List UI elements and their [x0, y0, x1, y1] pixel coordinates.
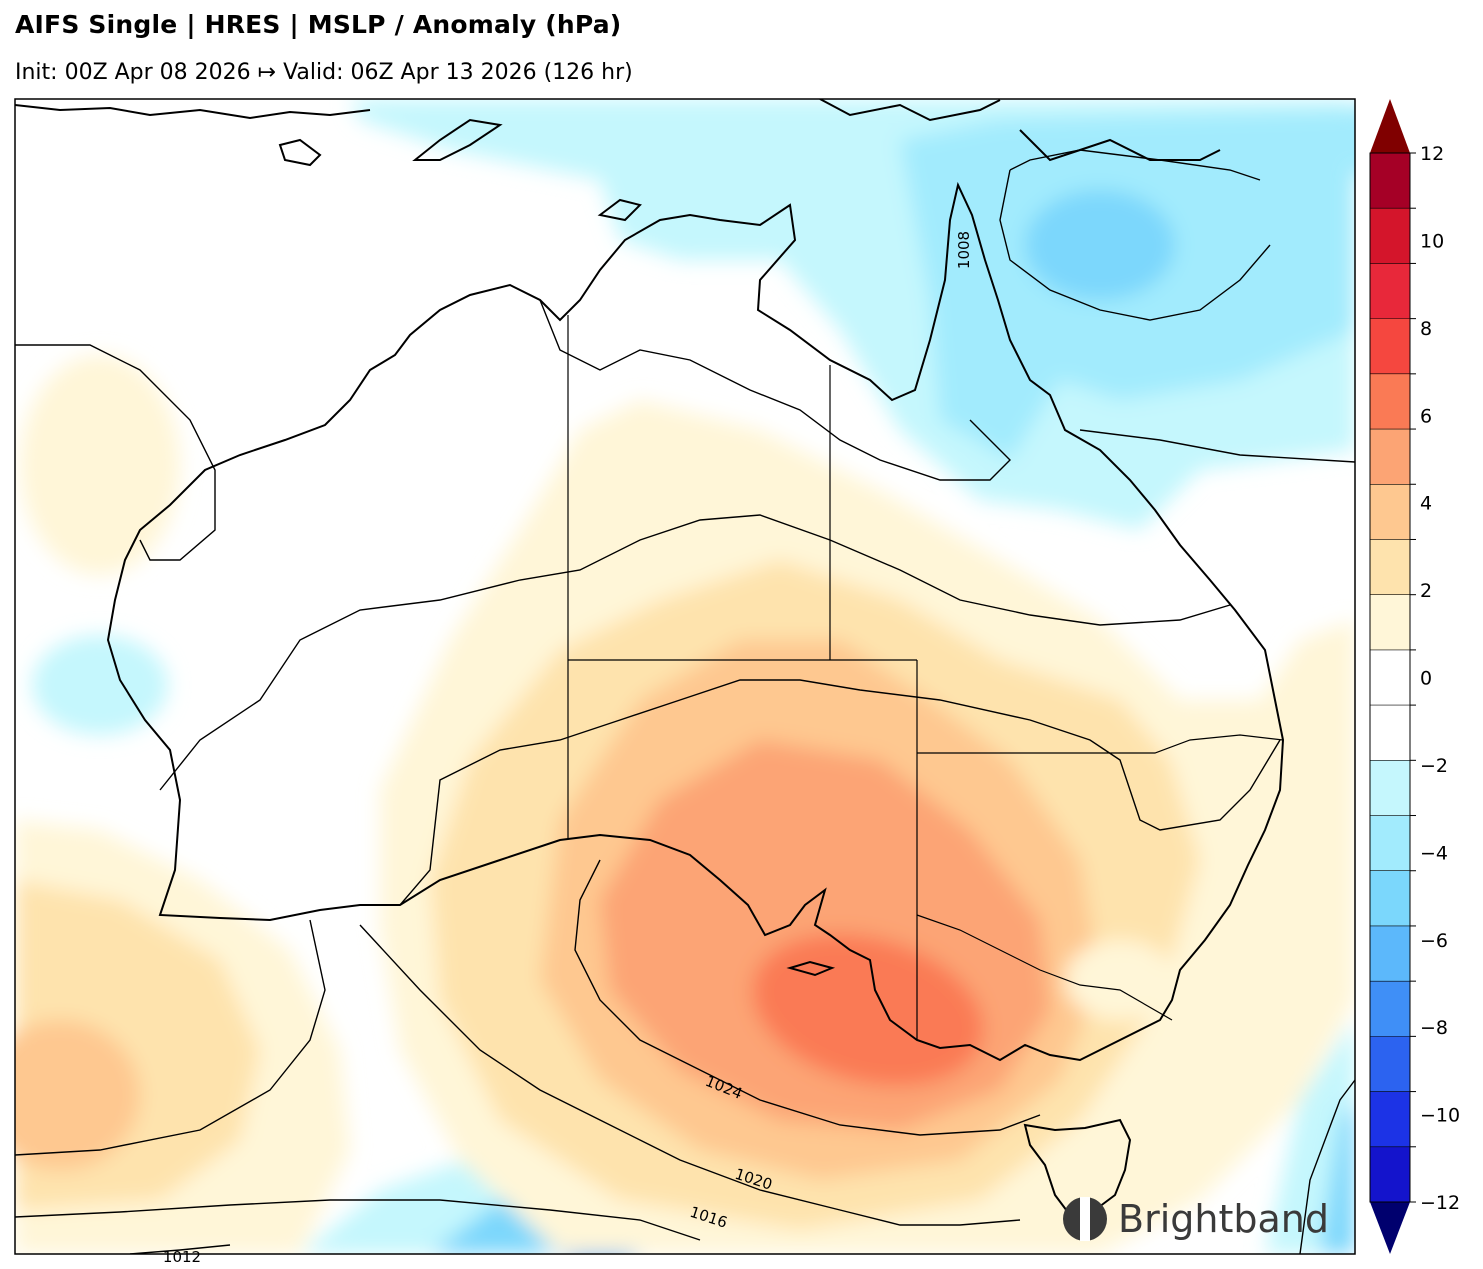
colorbar-segment — [1370, 153, 1410, 209]
isobars — [15, 149, 1355, 1254]
coastlines — [15, 99, 1285, 1217]
colorbar-label: 12 — [1420, 143, 1444, 165]
isobar-label-1008: 1008 — [955, 231, 973, 269]
colorbar-segment — [1370, 925, 1410, 982]
map-frame — [14, 98, 1356, 1255]
colorbar: 12 10 8 6 4 2 0 −2 −4 −6 −8 −10 −12 — [1369, 99, 1460, 1254]
colorbar-label: 6 — [1420, 405, 1432, 427]
colorbar-segment — [1370, 870, 1410, 927]
colorbar-segment — [1370, 263, 1410, 320]
colorbar-segment — [1370, 705, 1410, 761]
map-title: AIFS Single | HRES | MSLP / Anomaly (hPa… — [15, 10, 622, 39]
colorbar-segment — [1370, 1146, 1410, 1203]
colorbar-label: −4 — [1420, 842, 1448, 864]
colorbar-segment — [1370, 1036, 1410, 1093]
colorbar-segment — [1370, 981, 1410, 1037]
colorbar-label: −12 — [1420, 1192, 1460, 1214]
colorbar-label: 8 — [1420, 318, 1432, 340]
isobar-label-1012: 1012 — [163, 1248, 201, 1266]
brightband-logo-text: Brightband — [1118, 1197, 1329, 1241]
colorbar-label: −6 — [1420, 930, 1448, 952]
colorbar-segment — [1370, 318, 1410, 375]
colorbar-segment — [1370, 760, 1410, 817]
colorbar-label: 10 — [1420, 230, 1444, 252]
colorbar-min-arrow — [1370, 1202, 1410, 1254]
brightband-logo: Brightband — [1063, 1197, 1329, 1241]
map-subtitle: Init: 00Z Apr 08 2026 ↦ Valid: 06Z Apr 1… — [15, 60, 633, 85]
colorbar-label: −2 — [1420, 755, 1448, 777]
colorbar-segment — [1370, 484, 1410, 540]
colorbar-label: 0 — [1420, 668, 1432, 690]
colorbar-label: 2 — [1420, 580, 1432, 602]
colorbar-label: −8 — [1420, 1017, 1448, 1039]
colorbar-segment — [1370, 1091, 1410, 1148]
colorbar-max-arrow — [1370, 99, 1410, 153]
colorbar-segment — [1370, 815, 1410, 872]
anomaly-field — [15, 99, 1355, 1254]
colorbar-segment — [1370, 539, 1410, 596]
colorbar-segment — [1370, 373, 1410, 430]
colorbar-segment — [1370, 429, 1410, 485]
colorbar-segment — [1370, 208, 1410, 264]
colorbar-segment — [1370, 594, 1410, 651]
colorbar-segment — [1370, 649, 1410, 706]
colorbar-label: −10 — [1420, 1105, 1460, 1127]
colorbar-label: 4 — [1420, 493, 1432, 515]
